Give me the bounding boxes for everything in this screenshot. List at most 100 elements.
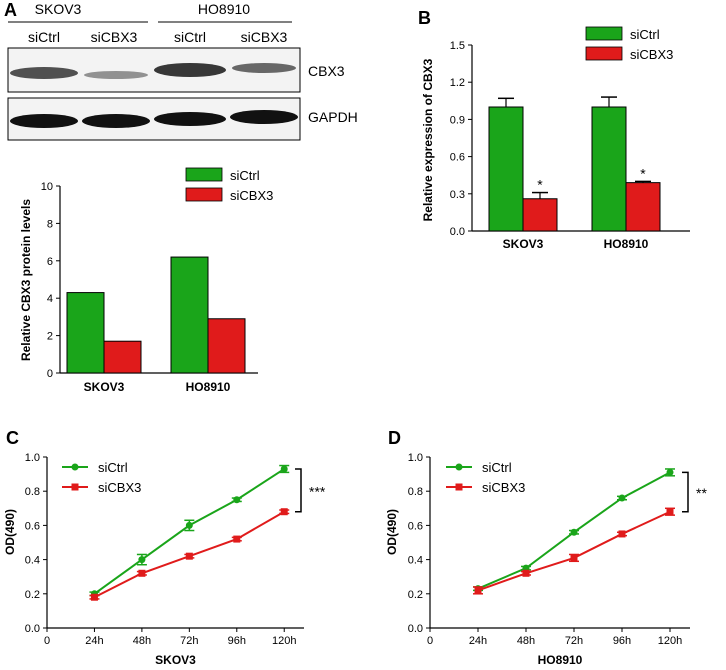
x-tick-label: 48h [133, 635, 151, 647]
data-point-sictrl [138, 556, 146, 564]
y-axis-label: OD(490) [385, 509, 399, 555]
blot-lane-label-4: siCBX3 [241, 29, 288, 45]
chart-d-line: 0.0 0.2 0.4 0.6 0.8 1.0 OD(490) siCtrl siCBX3 0 24… [385, 452, 707, 667]
legend-label-sicbx3: siCBX3 [630, 47, 673, 62]
chart-b-bar: 0.0 0.3 0.6 0.9 1.2 1.5 Relative expression of… [421, 26, 690, 251]
y-tick-label: 1.0 [408, 452, 423, 464]
series-line-sicbx3 [477, 510, 671, 592]
legend-swatch-sictrl [585, 26, 623, 41]
significance-star: * [537, 177, 543, 193]
legend-label-sictrl: siCtrl [230, 168, 260, 183]
bar-sicbx3-skov3 [103, 340, 142, 374]
y-tick-label: 0 [47, 368, 53, 380]
blot-cell-line-ho8910: HO8910 [198, 1, 250, 17]
data-point-sicbx3 [233, 535, 241, 543]
chart-a-bar: 0 2 4 6 8 10 Relative CBX3 protein levels siCtr… [19, 167, 273, 394]
significance-bracket [682, 471, 689, 513]
significance-label: ** [696, 485, 707, 501]
bar-sicbx3-ho8910 [207, 318, 246, 374]
y-tick-label: 0.6 [25, 520, 40, 532]
x-axis-label: HO8910 [538, 653, 583, 667]
data-point-sictrl [280, 465, 288, 473]
x-tick-label: 24h [85, 635, 103, 647]
data-point-sicbx3 [570, 554, 578, 562]
legend-swatch-sictrl [185, 167, 223, 182]
x-tick-label: 120h [272, 635, 296, 647]
x-tick-label: 0 [427, 635, 433, 647]
band-cbx3-lane-1 [10, 67, 78, 79]
data-point-sictrl [570, 528, 578, 536]
y-axis-label: Relative expression of CBX3 [421, 58, 435, 221]
legend-marker-sicbx3 [71, 483, 79, 491]
significance-label: *** [309, 483, 326, 499]
band-gapdh-lane-1 [10, 114, 78, 128]
y-tick-label: 0.0 [25, 623, 40, 635]
data-point-sictrl [185, 521, 193, 529]
data-point-sicbx3 [185, 552, 193, 560]
y-tick-label: 0.2 [408, 589, 423, 601]
blot-row-label-gapdh: GAPDH [308, 109, 358, 125]
x-tick-label: 96h [228, 635, 246, 647]
data-point-sicbx3 [280, 508, 288, 516]
chart-c-line: 0.0 0.2 0.4 0.6 0.8 1.0 OD(490) siCtrl siCBX3 0 24… [3, 452, 326, 667]
legend-label-sicbx3: siCBX3 [230, 188, 273, 203]
panel-letter-c: C [6, 428, 19, 448]
legend-label-sicbx3: siCBX3 [98, 480, 141, 495]
panel-letter-d: D [388, 428, 401, 448]
y-tick-label: 8 [47, 218, 53, 230]
data-point-sicbx3 [474, 586, 482, 594]
legend-label-sicbx3: siCBX3 [482, 480, 525, 495]
data-point-sicbx3 [138, 569, 146, 577]
legend-marker-sictrl [71, 463, 79, 471]
data-point-sictrl [233, 496, 241, 504]
band-cbx3-lane-2 [84, 71, 148, 79]
panel-letter-a: A [4, 0, 17, 20]
band-cbx3-lane-4 [232, 63, 296, 73]
blot-lane-label-2: siCBX3 [91, 29, 138, 45]
y-tick-label: 10 [41, 181, 53, 193]
y-tick-label: 0.0 [408, 623, 423, 635]
bar-sicbx3-skov3 [522, 198, 558, 232]
category-label-skov3: SKOV3 [503, 237, 544, 251]
y-tick-label: 0.4 [25, 555, 40, 567]
data-point-sicbx3 [618, 530, 626, 538]
y-tick-label: 1.0 [25, 452, 40, 464]
legend-marker-sictrl [455, 463, 463, 471]
blot-cell-line-skov3: SKOV3 [35, 1, 82, 17]
band-gapdh-lane-3 [154, 112, 226, 126]
x-axis-label: SKOV3 [155, 653, 196, 667]
band-gapdh-lane-2 [82, 114, 150, 128]
y-tick-label: 0.9 [450, 114, 465, 126]
data-point-sicbx3 [666, 508, 674, 516]
blot-lane-label-1: siCtrl [28, 29, 60, 45]
bar-sictrl-ho8910 [591, 106, 627, 232]
y-tick-label: 0.8 [25, 486, 40, 498]
y-tick-label: 1.5 [450, 40, 465, 52]
category-label-ho8910: HO8910 [604, 237, 649, 251]
x-tick-label: 24h [469, 635, 487, 647]
x-tick-label: 120h [658, 635, 682, 647]
bar-sictrl-ho8910 [170, 256, 209, 374]
legend-marker-sicbx3 [455, 483, 463, 491]
western-blot: SKOV3 HO8910 siCtrl siCBX3 siCtrl siCBX3… [7, 1, 358, 141]
x-tick-label: 72h [565, 635, 583, 647]
x-tick-label: 96h [613, 635, 631, 647]
data-point-sictrl [666, 468, 674, 476]
legend-label-sictrl: siCtrl [482, 460, 512, 475]
legend-label-sictrl: siCtrl [98, 460, 128, 475]
legend-label-sictrl: siCtrl [630, 27, 660, 42]
y-tick-label: 0.6 [450, 152, 465, 164]
y-tick-label: 0.8 [408, 486, 423, 498]
x-tick-label: 48h [517, 635, 535, 647]
y-axis-label: OD(490) [3, 509, 17, 555]
category-label-ho8910: HO8910 [186, 380, 231, 394]
data-point-sictrl [618, 494, 626, 502]
bar-sictrl-skov3 [488, 106, 524, 232]
bar-sictrl-skov3 [66, 292, 105, 374]
data-point-sicbx3 [522, 569, 530, 577]
band-cbx3-lane-3 [154, 63, 226, 77]
y-tick-label: 0.6 [408, 520, 423, 532]
x-tick-label: 72h [180, 635, 198, 647]
y-axis-label: Relative CBX3 protein levels [19, 199, 33, 361]
y-tick-label: 0.2 [25, 589, 40, 601]
